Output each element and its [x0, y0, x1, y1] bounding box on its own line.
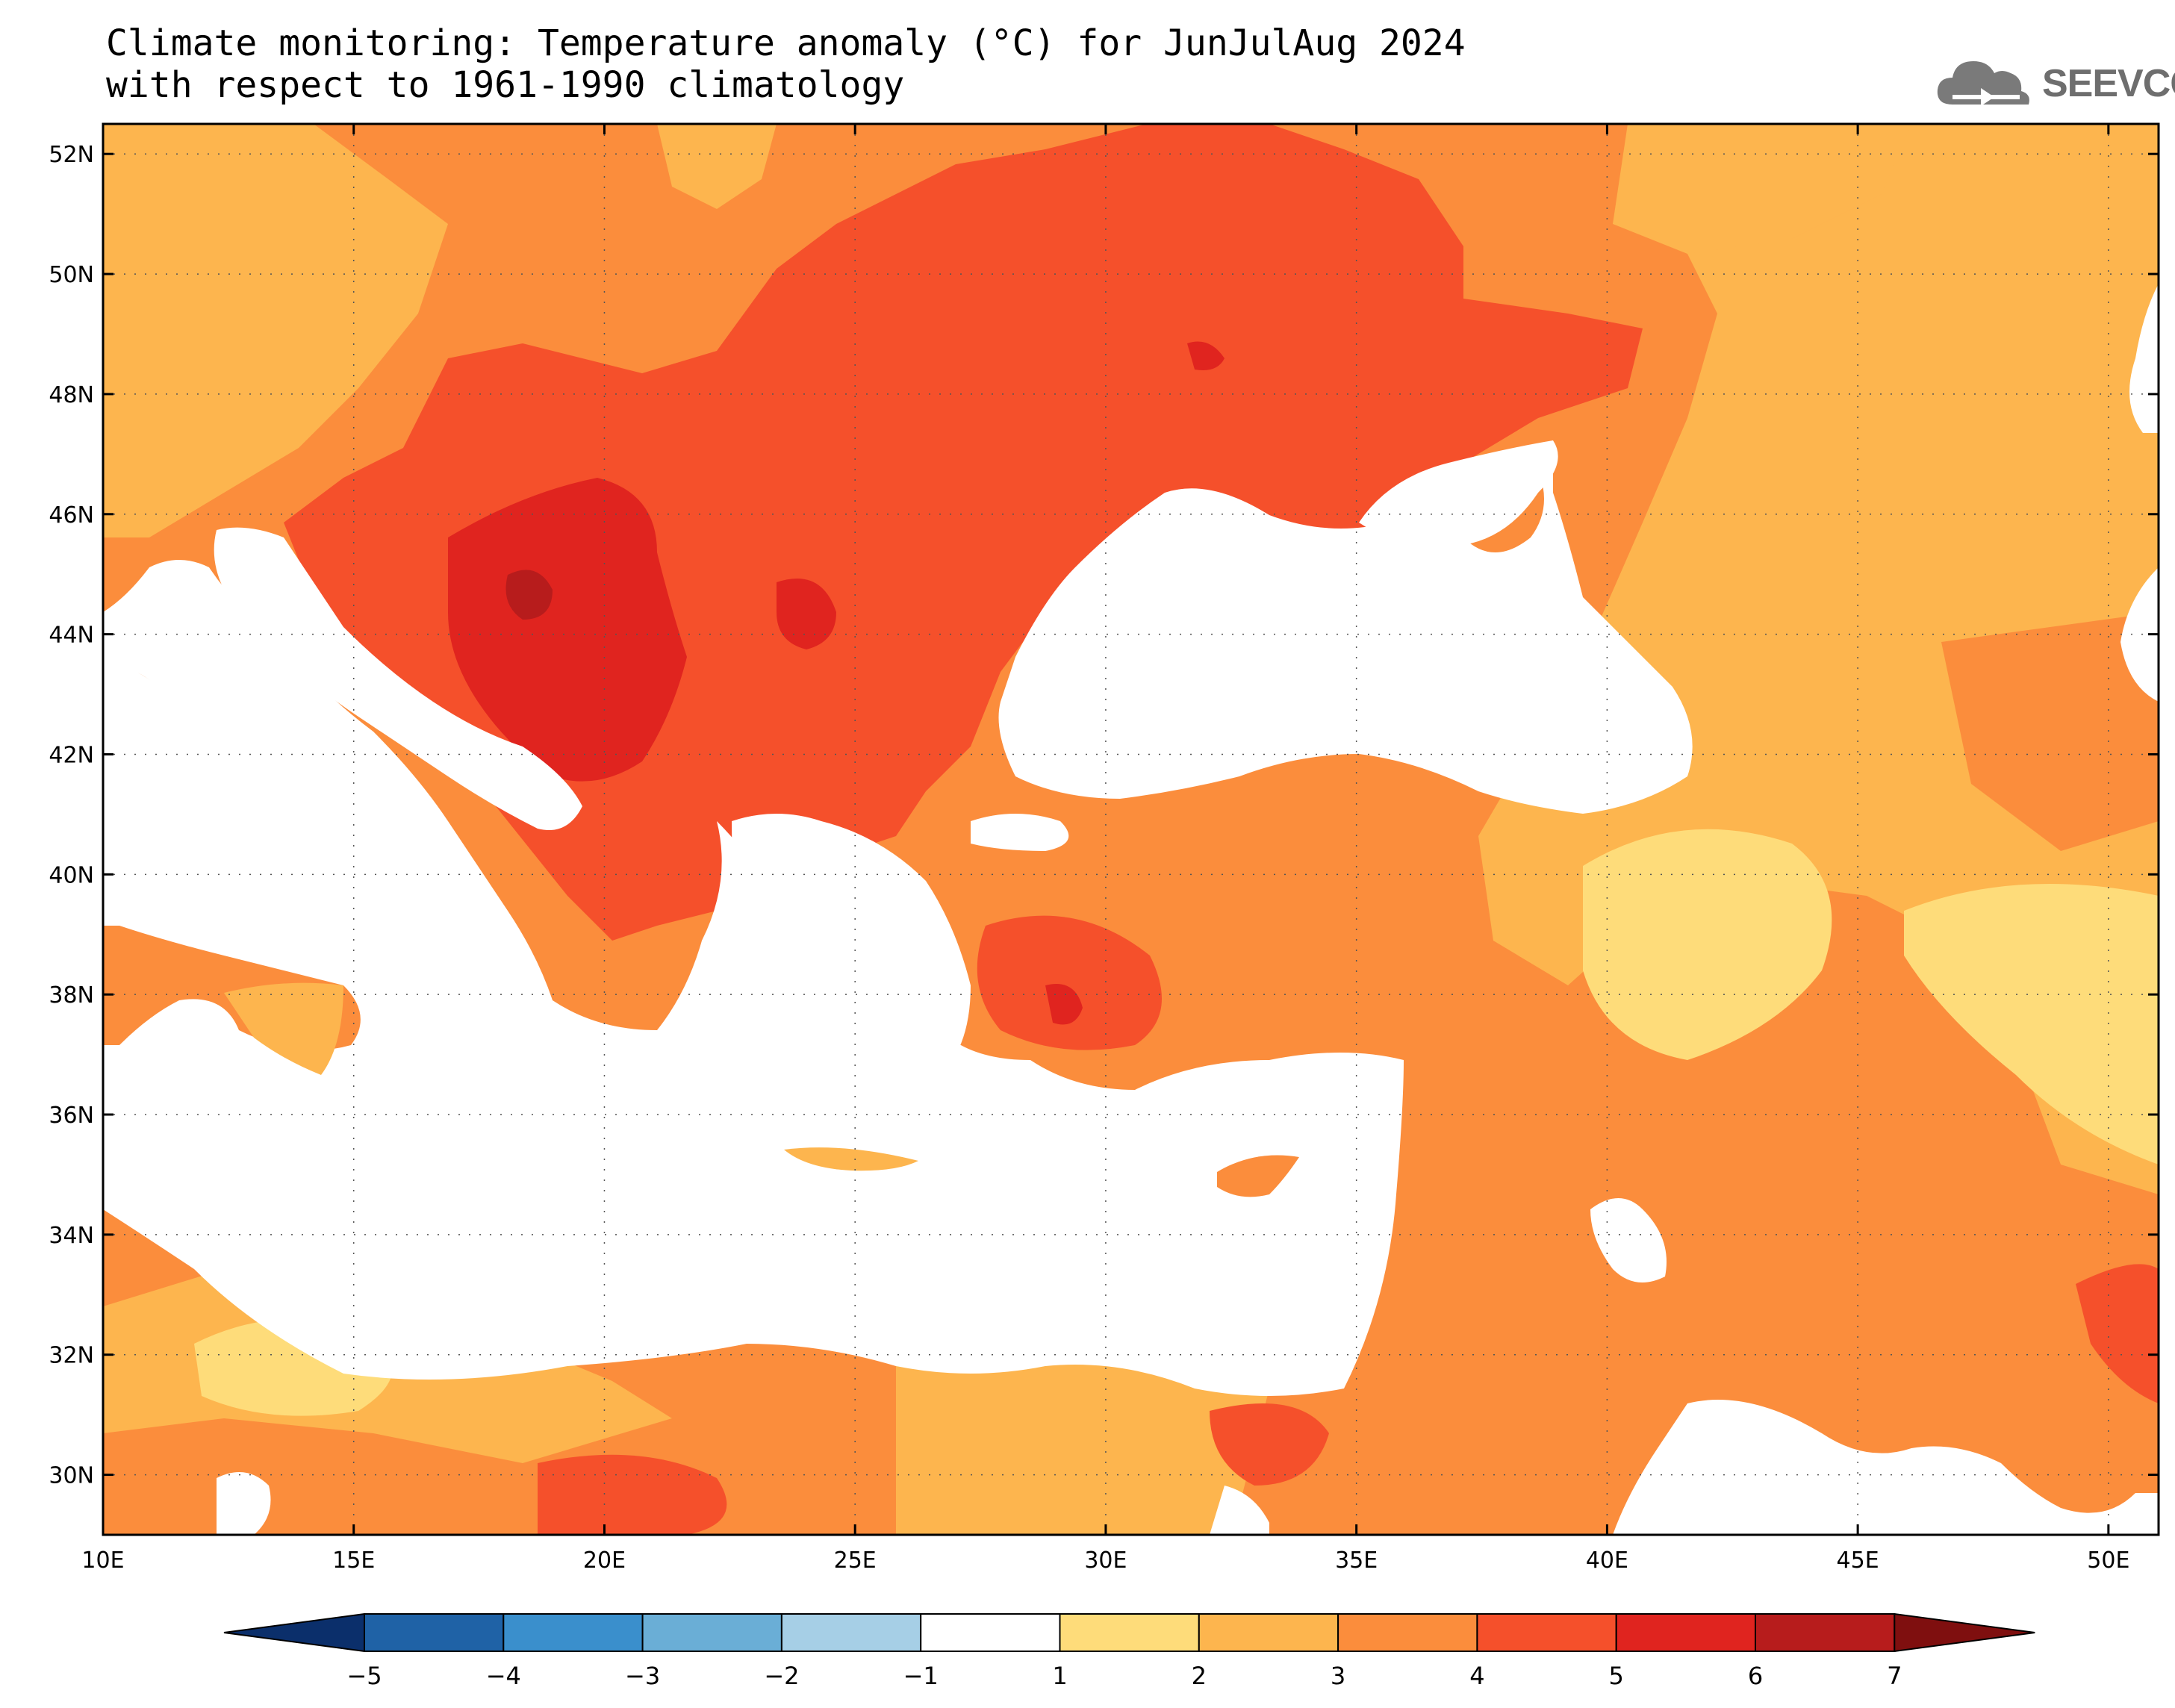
lat-tick-label: 50N — [49, 262, 94, 288]
colorbar-segment — [502, 1613, 644, 1652]
anomaly-5-6-area — [448, 478, 687, 782]
colorbar-segment — [1615, 1613, 1756, 1652]
lat-tick-label: 40N — [49, 862, 94, 888]
caspian-sea — [2129, 284, 2159, 433]
logo-text: SEEVCCC — [2042, 62, 2175, 105]
lat-tick-label: 30N — [49, 1463, 94, 1489]
lon-tick-label: 30E — [1084, 1548, 1127, 1574]
colorbar-label: −2 — [764, 1662, 799, 1690]
dead-sea-area — [1590, 1198, 1667, 1282]
anomaly-4-5-area — [1210, 1403, 1329, 1486]
lat-tick-label: 34N — [49, 1223, 94, 1249]
red-sea-gulf — [1210, 1486, 1269, 1535]
colorbar-label: 3 — [1331, 1662, 1345, 1690]
libya-gap — [217, 1472, 271, 1535]
colorbar-segment — [1476, 1613, 1617, 1652]
anomaly-field — [103, 124, 2159, 1535]
marmara-sea — [971, 814, 1069, 851]
lon-tick-label: 15E — [332, 1548, 375, 1574]
colorbar-label: −5 — [346, 1662, 382, 1690]
colorbar-label: −1 — [903, 1662, 939, 1690]
lon-tick-label: 35E — [1335, 1548, 1378, 1574]
colorbar-segment — [641, 1613, 782, 1652]
lon-tick-label: 50E — [2087, 1548, 2129, 1574]
caspian-sea-south — [2120, 567, 2159, 702]
black-sea — [998, 440, 1693, 814]
lon-tick-label: 10E — [81, 1548, 124, 1574]
lat-tick-label: 38N — [49, 982, 94, 1009]
colorbar-segment — [1059, 1613, 1200, 1652]
colorbar-label: 6 — [1748, 1662, 1763, 1690]
cloud-icon — [1937, 61, 2029, 106]
colorbar-label: 5 — [1609, 1662, 1624, 1690]
lat-tick-label: 44N — [49, 623, 94, 649]
seevccc-logo: SEEVCCC — [1930, 45, 2175, 119]
anomaly-2-3-area — [1613, 124, 1911, 254]
crete — [784, 1147, 918, 1171]
lat-tick-label: 36N — [49, 1103, 94, 1129]
anomaly-2-3-area — [103, 124, 448, 537]
colorbar-label: 1 — [1052, 1662, 1067, 1690]
title-line-1: Climate monitoring: Temperature anomaly … — [106, 22, 1466, 64]
sea-of-azov — [1359, 440, 1558, 546]
lon-tick-label: 25E — [834, 1548, 877, 1574]
anomaly-3-4-area — [1941, 612, 2159, 851]
colorbar-label: 2 — [1192, 1662, 1207, 1690]
colorbar: −5 −4 −3 −2 −1 1 2 3 4 5 6 7 — [223, 1612, 2035, 1690]
lon-tick-label: 45E — [1837, 1548, 1879, 1574]
lat-tick-label: 48N — [49, 382, 94, 408]
colorbar-segment — [1755, 1613, 1896, 1652]
anomaly-6-7-area — [505, 570, 553, 620]
sicily — [224, 982, 343, 1075]
lat-tick-label: 42N — [49, 742, 94, 768]
anomaly-4-5-area — [977, 915, 1162, 1050]
colorbar-label: 4 — [1469, 1662, 1484, 1690]
tyrrhenian-sea — [103, 657, 418, 991]
colorbar-segment — [780, 1613, 922, 1652]
lat-tick-label: 52N — [49, 142, 94, 168]
colorbar-label: 7 — [1887, 1662, 1902, 1690]
anomaly-1-2-area — [1583, 829, 1832, 1060]
colorbar-segment — [1337, 1613, 1478, 1652]
colorbar-arrow-low — [223, 1612, 365, 1653]
colorbar-segment — [920, 1613, 1061, 1652]
anomaly-4-5-area — [2076, 1264, 2159, 1403]
aegean-sea — [732, 814, 971, 1135]
colorbar-arrow-high — [1894, 1612, 2035, 1653]
lat-tick-label: 46N — [49, 502, 94, 529]
lon-tick-label: 40E — [1586, 1548, 1628, 1574]
anomaly-2-3-area — [896, 1336, 1269, 1535]
anomaly-2-3-area — [657, 124, 777, 209]
persian-gulf — [1613, 1400, 2159, 1535]
anomaly-1-2-area — [1904, 884, 2159, 1165]
colorbar-label: −4 — [486, 1662, 521, 1690]
map-title: Climate monitoring: Temperature anomaly … — [106, 22, 1466, 106]
colorbar-label: −3 — [625, 1662, 660, 1690]
latitude-axis: 30N 32N 34N 36N 38N 40N 42N 44N 46N 48N 50N 52N — [49, 142, 2159, 1489]
lat-tick-label: 32N — [49, 1343, 94, 1369]
longitude-axis: 10E 15E 20E 25E 30E 35E 40E 45E 50E — [81, 124, 2129, 1574]
colorbar-segment — [1198, 1613, 1339, 1652]
anomaly-5-6-area — [1187, 341, 1225, 370]
lon-tick-label: 20E — [583, 1548, 626, 1574]
title-line-2: with respect to 1961-1990 climatology — [106, 64, 905, 106]
colorbar-segment — [364, 1613, 505, 1652]
map-frame — [102, 122, 2160, 1536]
anomaly-5-6-area — [777, 579, 836, 649]
cyprus — [1217, 1155, 1299, 1197]
